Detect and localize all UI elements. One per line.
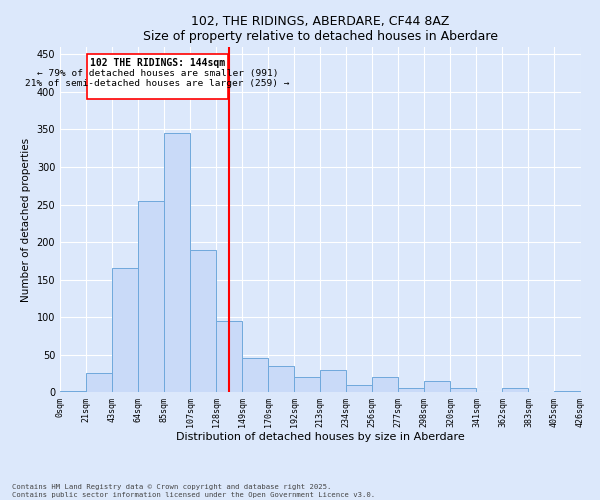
- Bar: [502, 388, 529, 392]
- Y-axis label: Number of detached properties: Number of detached properties: [21, 138, 31, 302]
- Bar: [554, 390, 581, 392]
- Bar: [294, 377, 320, 392]
- Bar: [86, 374, 112, 392]
- Bar: [60, 390, 86, 392]
- FancyBboxPatch shape: [88, 54, 228, 100]
- Bar: [164, 133, 190, 392]
- Bar: [346, 384, 373, 392]
- Bar: [190, 250, 216, 392]
- Text: ← 79% of detached houses are smaller (991): ← 79% of detached houses are smaller (99…: [37, 68, 278, 78]
- Bar: [268, 366, 294, 392]
- Bar: [216, 321, 242, 392]
- Bar: [451, 388, 476, 392]
- Bar: [320, 370, 346, 392]
- Text: Contains HM Land Registry data © Crown copyright and database right 2025.
Contai: Contains HM Land Registry data © Crown c…: [12, 484, 375, 498]
- X-axis label: Distribution of detached houses by size in Aberdare: Distribution of detached houses by size …: [176, 432, 464, 442]
- Bar: [373, 377, 398, 392]
- Text: 102 THE RIDINGS: 144sqm: 102 THE RIDINGS: 144sqm: [90, 58, 225, 68]
- Bar: [424, 381, 451, 392]
- Bar: [138, 201, 164, 392]
- Bar: [242, 358, 268, 392]
- Text: 21% of semi-detached houses are larger (259) →: 21% of semi-detached houses are larger (…: [25, 79, 290, 88]
- Bar: [398, 388, 424, 392]
- Bar: [112, 268, 138, 392]
- Title: 102, THE RIDINGS, ABERDARE, CF44 8AZ
Size of property relative to detached house: 102, THE RIDINGS, ABERDARE, CF44 8AZ Siz…: [143, 15, 498, 43]
